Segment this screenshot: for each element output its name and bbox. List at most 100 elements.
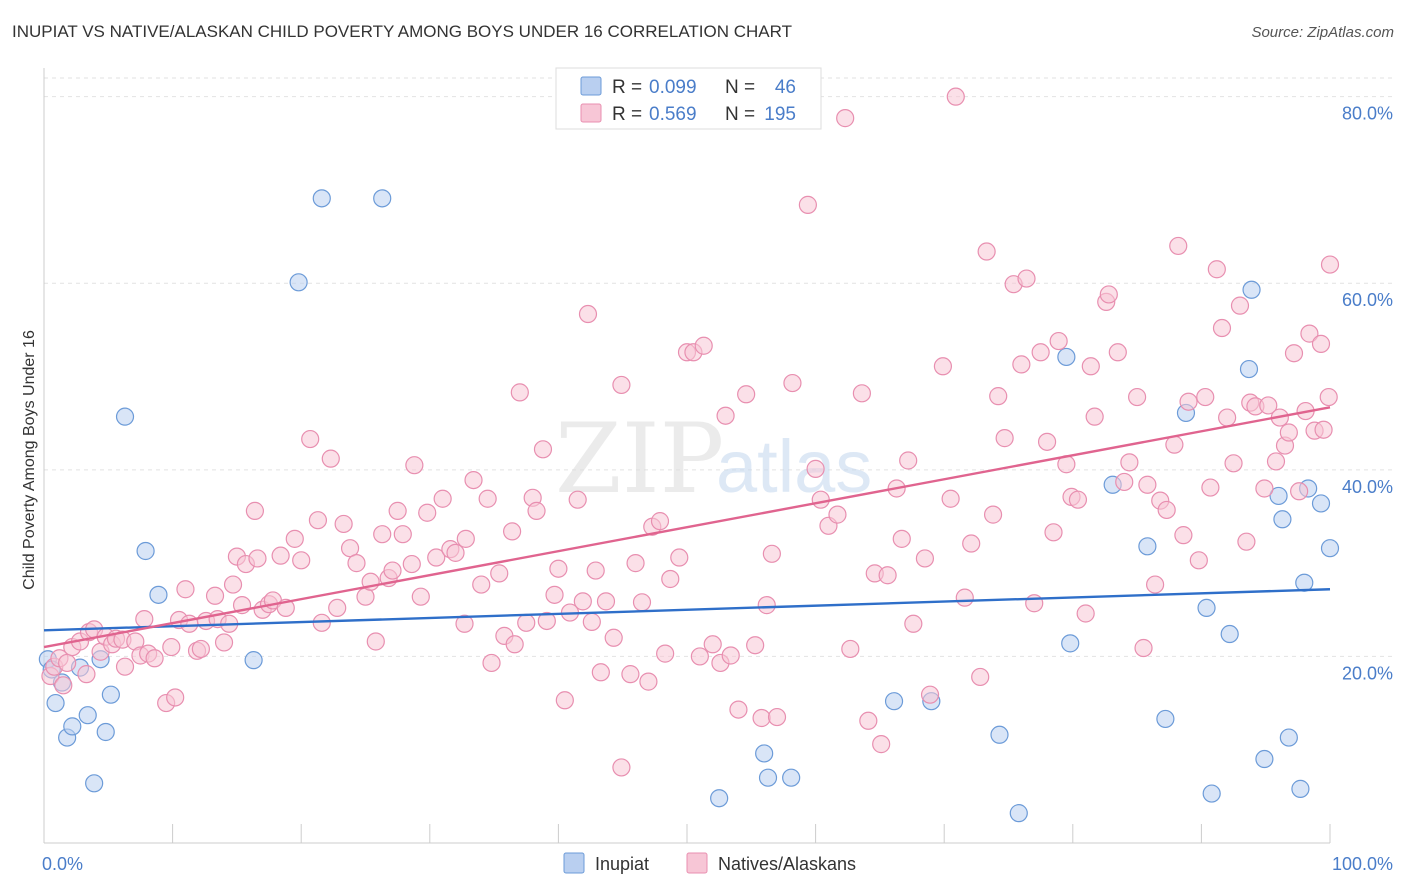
data-point (527, 501, 546, 520)
data-point (1165, 435, 1184, 454)
data-point (989, 387, 1008, 406)
data-point (806, 459, 825, 478)
data-point (836, 109, 855, 128)
data-point (1057, 347, 1076, 367)
data-point (1284, 344, 1304, 363)
data-point (63, 717, 82, 736)
data-point (446, 543, 465, 562)
data-point (782, 768, 801, 787)
data-point (411, 587, 430, 606)
data-point (505, 635, 524, 654)
chart-source: Source: ZipAtlas.com (1251, 24, 1394, 41)
stats-swatch (580, 103, 602, 123)
data-point (990, 725, 1009, 744)
data-point (1174, 526, 1193, 545)
data-point (915, 549, 935, 568)
data-point (393, 525, 412, 544)
data-point (703, 635, 722, 654)
data-point (573, 592, 592, 611)
data-point (716, 406, 735, 425)
data-point (852, 384, 871, 403)
data-point (334, 514, 353, 534)
data-point (205, 586, 225, 605)
data-point (586, 561, 605, 580)
data-point (308, 511, 328, 530)
data-point (933, 357, 953, 376)
data-point (690, 647, 709, 666)
data-point (312, 613, 331, 632)
data-point (1031, 343, 1050, 362)
data-point (214, 633, 234, 652)
data-point (632, 593, 652, 612)
data-point (1311, 494, 1331, 513)
data-point (841, 639, 860, 659)
data-point (115, 407, 135, 426)
stats-n-value: 46 (775, 77, 796, 98)
data-point (892, 529, 911, 548)
data-point (762, 544, 781, 563)
stats-r-value: 0.569 (649, 104, 697, 125)
data-point (1255, 749, 1274, 769)
data-point (650, 512, 670, 531)
data-point (1212, 318, 1232, 338)
data-point (995, 429, 1014, 448)
data-point (661, 569, 680, 589)
axes (43, 68, 1331, 844)
data-point (568, 490, 587, 509)
data-point (1099, 285, 1118, 304)
data-point (549, 559, 568, 578)
data-point (604, 628, 623, 647)
data-point (388, 501, 407, 520)
data-point (115, 657, 135, 676)
data-point (1179, 392, 1198, 411)
data-point (971, 667, 990, 687)
data-point (223, 575, 243, 594)
data-point (828, 505, 847, 524)
data-point (1202, 784, 1221, 803)
data-point (301, 429, 320, 449)
stats-swatch (580, 76, 602, 96)
data-point (285, 529, 304, 548)
data-point (878, 566, 897, 585)
data-point (1120, 453, 1139, 472)
data-point (755, 744, 774, 763)
data-point (1314, 420, 1333, 439)
data-point (77, 665, 96, 684)
stats-legend: R = 0.099 N = 46 R = 0.569 N = 195 (555, 67, 822, 130)
data-point (162, 637, 181, 657)
data-point (1085, 407, 1104, 426)
stats-n-value: 195 (764, 104, 796, 125)
data-point (1311, 334, 1331, 353)
data-point (46, 693, 65, 713)
data-point (758, 768, 778, 787)
data-point (517, 613, 536, 632)
data-point (135, 609, 154, 629)
data-point (136, 541, 155, 561)
data-point (1242, 280, 1261, 299)
data-point (373, 189, 392, 208)
data-point (472, 575, 491, 594)
data-point (962, 534, 981, 553)
stats-r-value: 0.099 (649, 77, 697, 98)
data-point (490, 564, 509, 583)
data-point (1044, 523, 1063, 542)
data-point (478, 489, 497, 508)
data-point (248, 549, 267, 568)
data-point (78, 706, 97, 725)
data-point (1273, 510, 1292, 529)
data-points (38, 87, 1340, 823)
data-point (1207, 260, 1226, 279)
tick-labels: 20.0% 40.0% 60.0% 80.0% 0.0% 100.0% (42, 104, 1393, 874)
data-point (1218, 408, 1237, 427)
x-tick-label-min: 0.0% (42, 854, 83, 874)
data-point (757, 596, 776, 615)
data-point (510, 383, 529, 402)
data-point (321, 449, 340, 468)
data-point (1319, 387, 1338, 407)
data-point (271, 546, 290, 565)
chart-title: INUPIAT VS NATIVE/ALASKAN CHILD POVERTY … (12, 22, 792, 41)
data-point (383, 561, 402, 580)
data-point (1237, 532, 1256, 551)
data-point (612, 375, 631, 395)
legend-swatch (563, 852, 585, 874)
